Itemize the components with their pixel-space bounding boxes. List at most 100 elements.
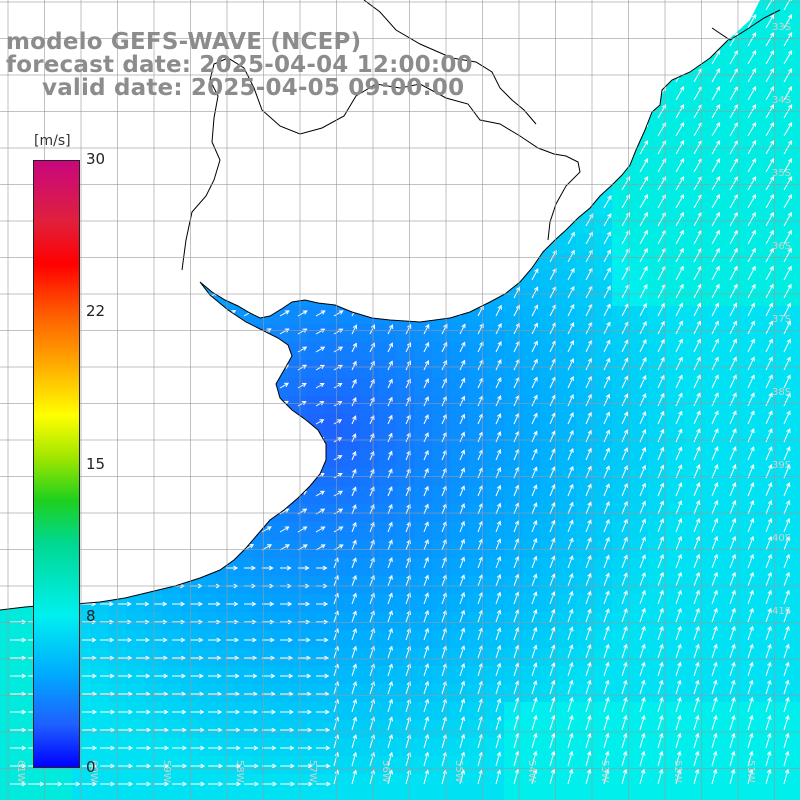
field-cell (0, 450, 19, 469)
field-cell (504, 738, 523, 757)
wind-arrow (711, 356, 719, 371)
field-cell (756, 396, 775, 415)
wind-arrow (765, 661, 772, 677)
wind-arrow (243, 201, 256, 209)
wind-arrow (117, 110, 132, 119)
wind-arrow (765, 265, 774, 281)
field-cell (252, 108, 271, 127)
field-cell (630, 720, 649, 739)
field-cell (306, 684, 325, 703)
field-cell (270, 774, 289, 793)
field-cell (666, 666, 685, 685)
field-cell (504, 756, 523, 775)
wind-arrow (639, 157, 649, 173)
field-cell (504, 324, 523, 343)
wind-arrow (423, 305, 430, 317)
field-cell (774, 612, 793, 631)
field-cell (180, 162, 199, 181)
field-cell (324, 630, 343, 649)
wind-arrow (657, 661, 664, 677)
wind-arrow (675, 302, 683, 317)
field-cell (774, 774, 793, 793)
field-cell (450, 522, 469, 541)
field-cell (756, 612, 775, 631)
wind-arrow (333, 769, 340, 785)
wind-arrow (459, 377, 466, 389)
field-cell (378, 630, 397, 649)
field-cell (468, 432, 487, 451)
field-cell (666, 432, 685, 451)
wind-arrow (603, 572, 610, 587)
field-cell (126, 306, 145, 325)
field-cell (720, 0, 739, 19)
field-cell (666, 702, 685, 721)
wind-arrow (675, 696, 682, 713)
wind-arrow (747, 356, 755, 371)
field-cell (126, 522, 145, 541)
wind-arrow (747, 302, 755, 317)
wind-arrow (154, 637, 168, 643)
wind-arrow (531, 768, 538, 785)
wind-arrow (459, 232, 467, 245)
field-cell (324, 738, 343, 757)
wind-arrow (244, 601, 257, 607)
field-cell (612, 558, 631, 577)
field-cell (126, 738, 145, 757)
field-cell (540, 720, 559, 739)
field-cell (774, 90, 793, 109)
wind-arrow (387, 716, 394, 731)
field-cell (486, 180, 505, 199)
field-cell (396, 432, 415, 451)
field-cell (378, 648, 397, 667)
field-cell (540, 414, 559, 433)
wind-arrow (747, 571, 754, 587)
field-cell (342, 126, 361, 145)
field-cell (738, 54, 757, 73)
wind-arrow (333, 310, 344, 317)
wind-arrow (531, 680, 538, 695)
wind-arrow (387, 627, 393, 641)
field-cell (198, 414, 217, 433)
wind-arrow (9, 236, 24, 245)
field-cell (90, 234, 109, 253)
wind-arrow (171, 128, 185, 137)
wind-arrow (603, 86, 612, 101)
field-cell (432, 126, 451, 145)
field-cell (792, 486, 800, 505)
field-cell (90, 486, 109, 505)
field-cell (234, 414, 253, 433)
field-cell (324, 126, 343, 145)
wind-arrow (135, 345, 148, 353)
wind-arrow (675, 193, 685, 209)
wind-arrow (189, 291, 201, 299)
field-cell (774, 756, 793, 775)
field-cell (594, 144, 613, 163)
field-cell (450, 288, 469, 307)
wind-arrow (171, 454, 183, 461)
field-cell (270, 702, 289, 721)
field-cell (270, 486, 289, 505)
field-cell (468, 216, 487, 235)
wind-arrow (118, 565, 132, 571)
field-cell (540, 612, 559, 631)
field-cell (0, 90, 19, 109)
field-cell (558, 126, 577, 145)
field-cell (522, 594, 541, 613)
wind-arrow (783, 211, 792, 227)
wind-arrow (531, 591, 538, 605)
wind-arrow (190, 727, 205, 733)
field-cell (738, 774, 757, 793)
wind-arrow (81, 381, 94, 389)
wind-arrow (279, 110, 293, 119)
field-cell (720, 234, 739, 253)
wind-arrow (567, 626, 574, 641)
field-cell (162, 594, 181, 613)
wind-arrow (459, 287, 466, 299)
wind-arrow (226, 745, 241, 751)
field-cell (0, 468, 19, 487)
field-cell (756, 756, 775, 775)
wind-arrow (495, 556, 502, 569)
wind-arrow (117, 128, 132, 137)
wind-arrow (711, 374, 719, 389)
field-cell (468, 630, 487, 649)
